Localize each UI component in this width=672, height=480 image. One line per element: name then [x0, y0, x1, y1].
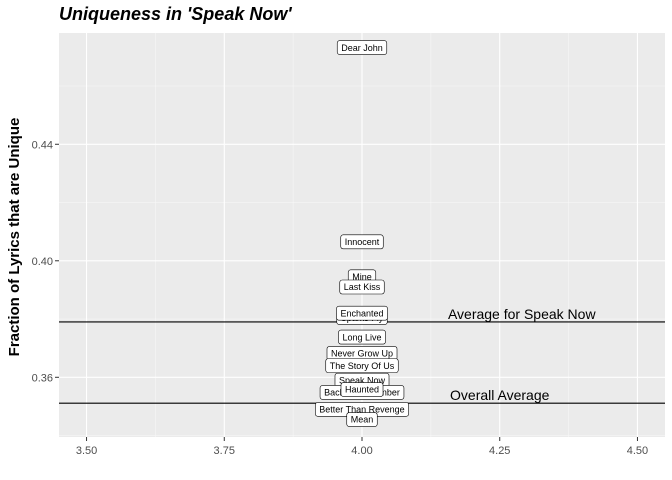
point-label: Dear John — [336, 40, 388, 55]
point-label: Haunted — [340, 382, 384, 397]
y-tick-label: 0.36 — [32, 372, 53, 384]
point-label-text: Mean — [351, 415, 374, 425]
point-label-text: Last Kiss — [344, 282, 381, 292]
point-label-text: The Story Of Us — [330, 361, 395, 371]
point-label-box — [325, 358, 399, 373]
point-label-text: Better Than Revenge — [319, 405, 404, 415]
x-tick-label: 3.75 — [214, 445, 235, 457]
point-label-text: Innocent — [345, 237, 380, 247]
point-label-text: Enchanted — [340, 308, 383, 318]
point-label-box — [338, 329, 386, 345]
point-label-text: Never Grow Up — [331, 349, 393, 359]
point-label-box — [340, 382, 384, 397]
x-axis: 3.50 3.75 4.00 4.25 4.50 — [76, 437, 648, 457]
x-tick-label: 4.25 — [489, 445, 510, 457]
x-tick-label: 4.50 — [627, 445, 648, 457]
point-label-box — [336, 305, 388, 321]
point-label: Enchanted — [336, 305, 388, 321]
point-label-text: Speak Now — [339, 375, 386, 385]
point-label-box — [346, 412, 378, 427]
point-label: Long Live — [338, 329, 386, 345]
y-axis-title: Fraction of Lyrics that are Unique — [6, 118, 23, 357]
x-tick-label: 4.00 — [351, 445, 372, 457]
reference-line-label: Average for Speak Now — [448, 306, 596, 322]
point-label-box — [336, 40, 388, 55]
point-label: Never Grow Up — [326, 346, 398, 361]
point-label-text: Mine — [352, 272, 372, 282]
point-label: The Story Of Us — [325, 358, 399, 373]
y-tick-label: 0.40 — [32, 256, 53, 268]
point-label: Innocent — [340, 234, 384, 250]
y-tick-label: 0.44 — [32, 139, 53, 151]
reference-line-label: Overall Average — [450, 387, 550, 403]
point-label-box — [340, 234, 384, 250]
point-label: Last Kiss — [339, 279, 385, 295]
chart-title: Uniqueness in 'Speak Now' — [59, 4, 292, 24]
point-label: Mean — [346, 412, 378, 427]
y-axis: 0.36 0.40 0.44 — [32, 139, 59, 384]
point-label-text: Haunted — [345, 385, 379, 395]
point-label-text: Long Live — [342, 332, 381, 342]
point-label-text: Dear John — [341, 43, 383, 53]
point-label-box — [339, 279, 385, 295]
x-tick-label: 3.50 — [76, 445, 97, 457]
